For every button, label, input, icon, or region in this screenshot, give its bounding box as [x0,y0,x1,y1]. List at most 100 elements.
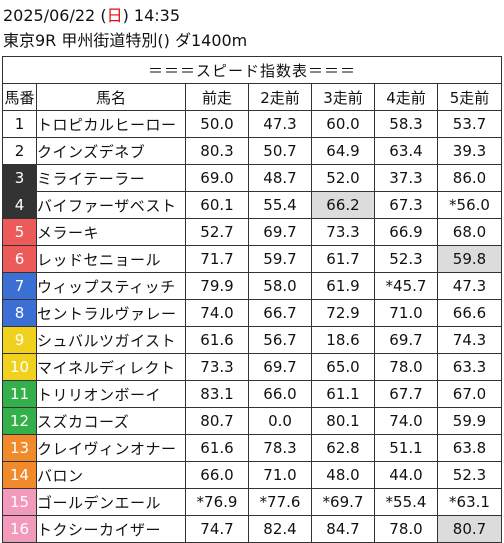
index-3rd: 64.9 [311,137,375,165]
index-3rd: 65.0 [311,353,375,381]
index-3rd: 52.0 [311,164,375,192]
index-last: 83.1 [185,380,249,408]
index-5th: 74.3 [437,326,502,354]
index-2nd: 66.7 [248,299,312,327]
table-row: 1 トロピカルヒーロー 50.0 47.3 60.0 58.3 53.7 [2,110,502,138]
index-5th: 63.8 [437,434,502,462]
index-4th: 51.1 [374,434,438,462]
index-5th: 67.0 [437,380,502,408]
index-5th: *56.0 [437,191,502,219]
index-5th: 66.6 [437,299,502,327]
index-3rd: 61.1 [311,380,375,408]
index-2nd: 55.4 [248,191,312,219]
horse-number: 8 [2,299,37,327]
index-4th: 78.0 [374,515,438,543]
table-row: 6 レッドセニョール 71.7 59.7 61.7 52.3 59.8 [2,245,502,273]
horse-number: 3 [2,164,37,192]
index-4th: 44.0 [374,461,438,489]
index-last: 74.0 [185,299,249,327]
index-4th: 69.7 [374,326,438,354]
index-3rd: 61.7 [311,245,375,273]
horse-name: ミライテーラー [36,164,186,192]
index-2nd: 78.3 [248,434,312,462]
index-2nd: 59.7 [248,245,312,273]
horse-name: マイネルディレクト [36,353,186,381]
index-4th: 67.7 [374,380,438,408]
index-4th: 74.0 [374,407,438,435]
race-header: 2025/06/22 (日) 14:35 東京9R 甲州街道特別() ダ1400… [0,0,504,56]
index-5th: 47.3 [437,272,502,300]
index-5th: 53.7 [437,110,502,138]
index-last: 74.7 [185,515,249,543]
table-row: 12 スズカコーズ 80.7 0.0 80.1 74.0 59.9 [2,407,502,435]
index-last: 71.7 [185,245,249,273]
race-date: 2025/06/22 [3,6,96,25]
horse-number: 6 [2,245,37,273]
table-row: 8 セントラルヴァレー 74.0 66.7 72.9 71.0 66.6 [2,299,502,327]
index-last: 61.6 [185,326,249,354]
horse-name: ゴールデンエール [36,488,186,516]
index-3rd: 61.9 [311,272,375,300]
horse-name: メラーキ [36,218,186,246]
index-4th: 63.4 [374,137,438,165]
table-row: 4 バイファーザベスト 60.1 55.4 66.2 67.3 *56.0 [2,191,502,219]
index-4th: *45.7 [374,272,438,300]
index-4th: 66.9 [374,218,438,246]
index-4th: 52.3 [374,245,438,273]
horse-name: バロン [36,461,186,489]
horse-number: 16 [2,515,37,543]
index-last: 60.1 [185,191,249,219]
horse-number: 10 [2,353,37,381]
index-2nd: 69.7 [248,218,312,246]
index-3rd: 62.8 [311,434,375,462]
index-3rd: 18.6 [311,326,375,354]
horse-number: 11 [2,380,37,408]
horse-number: 9 [2,326,37,354]
table-row: 3 ミライテーラー 69.0 48.7 52.0 37.3 86.0 [2,164,502,192]
table-row: 7 ウィップスティッチ 79.9 58.0 61.9 *45.7 47.3 [2,272,502,300]
index-4th: 71.0 [374,299,438,327]
index-last: 80.3 [185,137,249,165]
table-row: 11 トリリオンボーイ 83.1 66.0 61.1 67.7 67.0 [2,380,502,408]
horse-name: レッドセニョール [36,245,186,273]
index-last: 50.0 [185,110,249,138]
index-last: 66.0 [185,461,249,489]
index-last: 73.3 [185,353,249,381]
index-2nd: 47.3 [248,110,312,138]
index-2nd: 82.4 [248,515,312,543]
horse-number: 7 [2,272,37,300]
index-3rd: 72.9 [311,299,375,327]
horse-number: 4 [2,191,37,219]
horse-name: バイファーザベスト [36,191,186,219]
index-4th: 58.3 [374,110,438,138]
index-4th: 37.3 [374,164,438,192]
horse-number: 13 [2,434,37,462]
index-3rd: 84.7 [311,515,375,543]
col-header-name: 馬名 [36,83,186,111]
table-row: 10 マイネルディレクト 73.3 69.7 65.0 78.0 63.3 [2,353,502,381]
index-last: 69.0 [185,164,249,192]
table-row: 5 メラーキ 52.7 69.7 73.3 66.9 68.0 [2,218,502,246]
col-header-2nd: 2走前 [248,83,312,111]
index-last: *76.9 [185,488,249,516]
horse-name: シュバルツガイスト [36,326,186,354]
index-2nd: 71.0 [248,461,312,489]
table-row: 16 トクシーカイザー 74.7 82.4 84.7 78.0 80.7 [2,515,502,543]
index-last: 80.7 [185,407,249,435]
table-row: 14 バロン 66.0 71.0 48.0 44.0 52.3 [2,461,502,489]
index-2nd: *77.6 [248,488,312,516]
column-header-row: 馬番 馬名 前走 2走前 3走前 4走前 5走前 [2,83,502,111]
index-5th: 68.0 [437,218,502,246]
table-row: 13 クレイヴィンオナー 61.6 78.3 62.8 51.1 63.8 [2,434,502,462]
horse-name: トリリオンボーイ [36,380,186,408]
horse-name: クインズデネブ [36,137,186,165]
index-5th: 63.3 [437,353,502,381]
table-row: 15 ゴールデンエール *76.9 *77.6 *69.7 *55.4 *63.1 [2,488,502,516]
horse-name: スズカコーズ [36,407,186,435]
weekday: (日) [100,6,129,25]
horse-number: 14 [2,461,37,489]
horse-name: セントラルヴァレー [36,299,186,327]
index-last: 52.7 [185,218,249,246]
index-3rd: 48.0 [311,461,375,489]
col-header-5th: 5走前 [437,83,502,111]
